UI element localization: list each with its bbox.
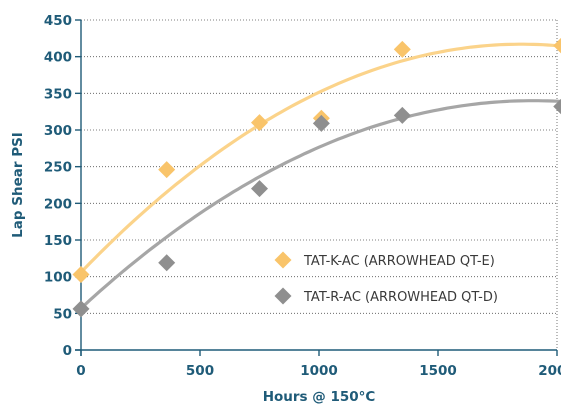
legend: TAT-K-AC (ARROWHEAD QT-E) TAT-R-AC (ARRO… bbox=[274, 251, 498, 305]
point-series-1-5 bbox=[553, 98, 561, 115]
trendline-series-1 bbox=[79, 99, 561, 310]
point-series-1-3 bbox=[312, 114, 330, 132]
point-series-0-0 bbox=[72, 265, 90, 283]
x-tick-label-2000: 2000 bbox=[538, 363, 561, 379]
point-series-1-2 bbox=[251, 180, 268, 198]
x-tick-label-1500: 1500 bbox=[419, 363, 457, 379]
y-tick-label-300: 300 bbox=[44, 123, 72, 139]
point-series-1-1 bbox=[158, 254, 176, 272]
trendlines bbox=[79, 42, 561, 310]
y-tick-label-50: 50 bbox=[53, 306, 72, 322]
point-series-1-0 bbox=[72, 300, 90, 318]
tick-labels: 0 50 100 150 200 250 300 350 400 450 0 500 1000 1500 2… bbox=[44, 13, 561, 379]
trendline-series-0 bbox=[79, 42, 561, 274]
legend-label-tat-r: TAT-R-AC (ARROWHEAD QT-D) bbox=[303, 290, 498, 305]
legend-marker-tat-r bbox=[274, 287, 292, 305]
y-tick-label-400: 400 bbox=[44, 50, 72, 66]
point-series-1-4 bbox=[393, 106, 411, 124]
point-series-0-2 bbox=[251, 114, 268, 132]
x-tick-label-1000: 1000 bbox=[300, 363, 338, 379]
legend-marker-tat-k bbox=[274, 251, 292, 269]
x-axis-title: Hours @ 150°C bbox=[263, 389, 376, 405]
y-tick-label-250: 250 bbox=[44, 160, 72, 176]
legend-label-tat-k: TAT-K-AC (ARROWHEAD QT-E) bbox=[303, 254, 495, 269]
y-tick-label-450: 450 bbox=[44, 13, 72, 29]
data-points bbox=[72, 37, 561, 318]
legend-diamond-0 bbox=[274, 251, 292, 269]
point-series-0-1 bbox=[158, 161, 176, 179]
axes bbox=[75, 19, 558, 356]
x-tick-label-0: 0 bbox=[76, 363, 85, 379]
point-series-0-5 bbox=[553, 37, 561, 54]
y-tick-label-350: 350 bbox=[44, 86, 72, 102]
y-tick-label-0: 0 bbox=[63, 343, 72, 359]
y-tick-label-100: 100 bbox=[44, 270, 72, 286]
y-axis-title: Lap Shear PSI bbox=[10, 132, 26, 238]
x-tick-label-500: 500 bbox=[186, 363, 214, 379]
legend-diamond-1 bbox=[274, 287, 292, 305]
y-tick-label-150: 150 bbox=[44, 233, 72, 249]
y-tick-label-200: 200 bbox=[44, 196, 72, 212]
point-series-0-4 bbox=[393, 40, 411, 58]
